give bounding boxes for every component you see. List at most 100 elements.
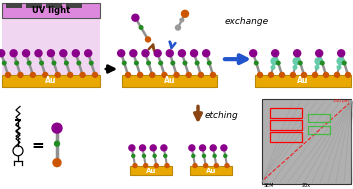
Circle shape [323, 72, 329, 77]
Bar [130, 166, 172, 175]
Circle shape [224, 154, 227, 157]
Circle shape [312, 72, 317, 77]
Circle shape [204, 164, 208, 168]
Circle shape [72, 50, 79, 57]
Bar [46, 3, 62, 8]
Circle shape [161, 145, 167, 151]
Circle shape [269, 72, 274, 77]
Circle shape [55, 72, 60, 77]
Circle shape [271, 66, 275, 69]
Circle shape [134, 61, 138, 65]
Circle shape [60, 50, 67, 57]
Text: UV light: UV light [32, 6, 70, 15]
Circle shape [199, 145, 205, 151]
Bar [66, 3, 82, 8]
Circle shape [27, 61, 31, 65]
Circle shape [164, 154, 167, 157]
Circle shape [271, 58, 278, 65]
Text: Au: Au [164, 76, 175, 85]
Circle shape [139, 26, 143, 29]
Circle shape [40, 61, 43, 65]
Circle shape [65, 61, 68, 65]
Circle shape [221, 145, 227, 151]
Text: etching: etching [205, 111, 239, 120]
Circle shape [130, 50, 137, 57]
Circle shape [186, 72, 191, 77]
Circle shape [150, 72, 155, 77]
Circle shape [15, 61, 18, 65]
Bar [308, 126, 330, 134]
Circle shape [183, 61, 187, 65]
Circle shape [335, 72, 340, 77]
Circle shape [145, 37, 150, 42]
Circle shape [338, 50, 345, 57]
Circle shape [159, 61, 162, 65]
Circle shape [255, 61, 258, 65]
Bar [262, 99, 351, 184]
Circle shape [147, 61, 150, 65]
Text: 20x: 20x [301, 183, 311, 188]
Circle shape [195, 61, 199, 65]
Bar [2, 75, 100, 87]
Circle shape [77, 61, 80, 65]
Bar [122, 75, 217, 87]
Text: Au: Au [45, 76, 57, 85]
Circle shape [139, 145, 145, 151]
Circle shape [203, 50, 210, 57]
Circle shape [214, 164, 219, 168]
Circle shape [92, 72, 97, 77]
Text: Au: Au [206, 167, 216, 174]
Circle shape [68, 72, 73, 77]
Circle shape [208, 61, 211, 65]
Polygon shape [2, 18, 100, 75]
Circle shape [126, 72, 131, 77]
Circle shape [293, 66, 297, 69]
Circle shape [213, 154, 216, 157]
Circle shape [298, 61, 302, 65]
Circle shape [191, 50, 198, 57]
Circle shape [52, 123, 62, 133]
Circle shape [144, 164, 148, 168]
Circle shape [181, 10, 189, 17]
Circle shape [342, 61, 346, 65]
Text: exchange: exchange [225, 17, 269, 26]
Circle shape [192, 154, 195, 157]
Bar [255, 75, 351, 87]
Bar [15, 119, 21, 121]
Bar [26, 3, 42, 8]
Circle shape [162, 72, 167, 77]
Circle shape [316, 50, 323, 57]
Circle shape [175, 25, 180, 30]
Circle shape [337, 58, 344, 65]
Circle shape [85, 50, 92, 57]
Circle shape [35, 50, 42, 57]
Circle shape [225, 164, 229, 168]
Bar [6, 3, 22, 8]
Text: =: = [32, 138, 44, 153]
Circle shape [143, 154, 145, 157]
Circle shape [291, 72, 295, 77]
Circle shape [257, 72, 263, 77]
Circle shape [210, 145, 216, 151]
Text: Au: Au [297, 76, 309, 85]
Circle shape [178, 50, 185, 57]
Circle shape [53, 159, 61, 167]
Circle shape [189, 145, 195, 151]
Bar [190, 166, 232, 175]
Circle shape [89, 61, 93, 65]
Circle shape [171, 61, 175, 65]
Circle shape [203, 154, 205, 157]
Circle shape [193, 164, 197, 168]
Circle shape [150, 145, 156, 151]
Circle shape [346, 72, 351, 77]
Circle shape [301, 72, 306, 77]
Circle shape [10, 50, 17, 57]
Circle shape [2, 61, 6, 65]
Circle shape [133, 164, 137, 168]
Circle shape [315, 66, 319, 69]
Circle shape [23, 50, 30, 57]
Circle shape [47, 50, 54, 57]
Circle shape [337, 66, 341, 69]
Circle shape [293, 58, 300, 65]
Circle shape [272, 50, 279, 57]
